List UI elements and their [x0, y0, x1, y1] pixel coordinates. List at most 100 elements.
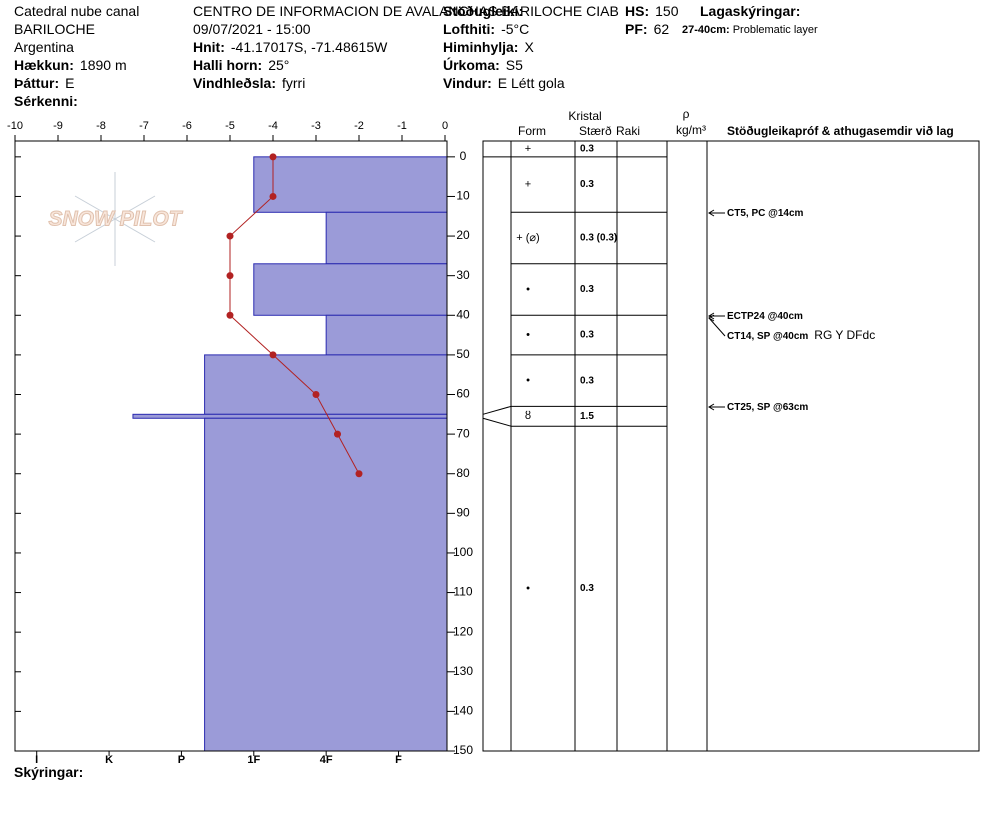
header-field: Stöðugleiki: — [443, 3, 523, 19]
field-value: -41.17017S, -71.48615W — [231, 39, 388, 55]
field-label: Skýringar: — [14, 764, 83, 780]
test-result: CT14, SP @40cm RG Y DFdc — [727, 328, 875, 342]
field-value: E Létt gola — [498, 75, 565, 91]
table-frame — [482, 140, 980, 752]
field-value: fyrri — [282, 75, 305, 91]
header-field: Úrkoma: S5 — [443, 56, 523, 73]
table-header: Stærð — [579, 124, 612, 138]
hardness-label: 1F — [247, 754, 260, 766]
depth-label: 80 — [456, 466, 470, 480]
field-label: Lofthiti: — [443, 21, 495, 37]
header-field: Argentina — [14, 39, 74, 55]
header-field: Vindur: E Létt gola — [443, 75, 565, 91]
field-label: Hnit: — [193, 39, 225, 55]
temperature-label: -5 — [225, 120, 235, 132]
test-text: CT5, PC @14cm — [727, 208, 804, 219]
grain-size: 0.3 (0.3) — [580, 233, 617, 244]
table-header: ρ — [683, 107, 690, 121]
table-header: Stöðugleikapróf & athugasemdir við lag — [727, 124, 954, 138]
depth-label: 110 — [453, 585, 472, 599]
grain-form: + — [525, 143, 531, 155]
grain-form: • — [526, 329, 530, 341]
hardness-bar — [253, 263, 448, 316]
field-label: Vindur: — [443, 75, 492, 91]
field-value: Problematic layer — [733, 24, 818, 36]
table-header: Raki — [616, 124, 640, 138]
header-field: BARILOCHE — [14, 21, 95, 37]
depth-label: 50 — [456, 347, 470, 361]
temperature-label: -4 — [268, 120, 278, 132]
temperature-label: 0 — [442, 120, 448, 132]
field-label: Stöðugleiki: — [443, 3, 523, 19]
hardness-bar — [325, 211, 448, 265]
temperature-label: -2 — [354, 120, 364, 132]
grain-form: • — [526, 583, 530, 595]
plot-frame — [14, 140, 448, 752]
hardness-label: 4F — [320, 754, 333, 766]
connector — [482, 405, 512, 415]
header-field: 09/07/2021 - 15:00 — [193, 21, 311, 37]
field-value: 62 — [654, 21, 670, 37]
grain-size: 0.3 — [580, 284, 594, 295]
field-value: 09/07/2021 - 15:00 — [193, 21, 311, 37]
temperature-label: -6 — [182, 120, 192, 132]
field-label: Úrkoma: — [443, 56, 500, 73]
hardness-bar — [204, 417, 448, 752]
header-field: CENTRO DE INFORMACION DE AVALANCHAS BARI… — [193, 3, 619, 19]
field-label: HS: — [625, 3, 649, 19]
field-value: 1890 m — [80, 57, 127, 73]
hardness-bar — [132, 413, 448, 419]
depth-label: 20 — [456, 228, 470, 242]
test-note: RG Y DFdc — [814, 328, 875, 342]
test-text: CT25, SP @63cm — [727, 402, 808, 413]
hardness-label: P — [178, 754, 185, 766]
depth-label: 0 — [460, 149, 467, 163]
hardness-label: F — [395, 754, 402, 766]
test-result: CT25, SP @63cm — [727, 402, 808, 413]
depth-label: 130 — [453, 664, 473, 678]
table-header: Kristal — [568, 109, 601, 123]
header-field: Lagaskýringar: — [700, 3, 800, 19]
field-value: S5 — [506, 57, 523, 73]
depth-label: 120 — [453, 624, 473, 638]
depth-label: 90 — [456, 506, 470, 520]
temperature-label: -10 — [7, 120, 23, 132]
test-text: ECTP24 @40cm — [727, 311, 803, 322]
grain-form: • — [526, 283, 530, 295]
field-value: CENTRO DE INFORMACION DE AVALANCHAS BARI… — [193, 3, 619, 19]
table-header: Form — [518, 124, 546, 138]
hardness-bar — [253, 156, 448, 213]
temperature-point — [269, 351, 277, 359]
temperature-label: -1 — [397, 120, 407, 132]
header-field: Sérkenni: — [14, 93, 78, 109]
grain-form: + (⌀) — [516, 232, 539, 244]
depth-label: 150 — [453, 743, 473, 757]
grain-size: 0.3 — [580, 375, 594, 386]
field-value: -5°C — [501, 21, 529, 37]
header-field: Þáttur: E — [14, 75, 74, 91]
depth-label: 30 — [456, 268, 470, 282]
grain-form: + — [525, 178, 531, 190]
field-label: 27-40cm: — [682, 24, 730, 36]
field-value: Argentina — [14, 39, 74, 55]
temperature-point — [226, 232, 234, 240]
depth-label: 40 — [456, 307, 470, 321]
grain-size: 0.3 — [580, 179, 594, 190]
depth-label: 10 — [456, 189, 470, 203]
field-label: Vindhleðsla: — [193, 75, 276, 91]
header-field: Hækkun: 1890 m — [14, 57, 127, 73]
temperature-point — [226, 272, 234, 280]
depth-label: 60 — [456, 387, 470, 401]
hardness-label: K — [105, 754, 113, 766]
field-value: BARILOCHE — [14, 21, 95, 37]
test-text: CT14, SP @40cm — [727, 331, 808, 342]
hardness-bar — [204, 354, 448, 415]
hardness-bar — [325, 314, 448, 356]
field-value: E — [65, 75, 74, 91]
hardness-label: I — [35, 754, 38, 766]
grain-size: 0.3 — [580, 144, 594, 155]
header-field: Skýringar: — [14, 764, 83, 780]
field-value: 25° — [268, 57, 289, 73]
field-value: 150 — [655, 3, 679, 19]
